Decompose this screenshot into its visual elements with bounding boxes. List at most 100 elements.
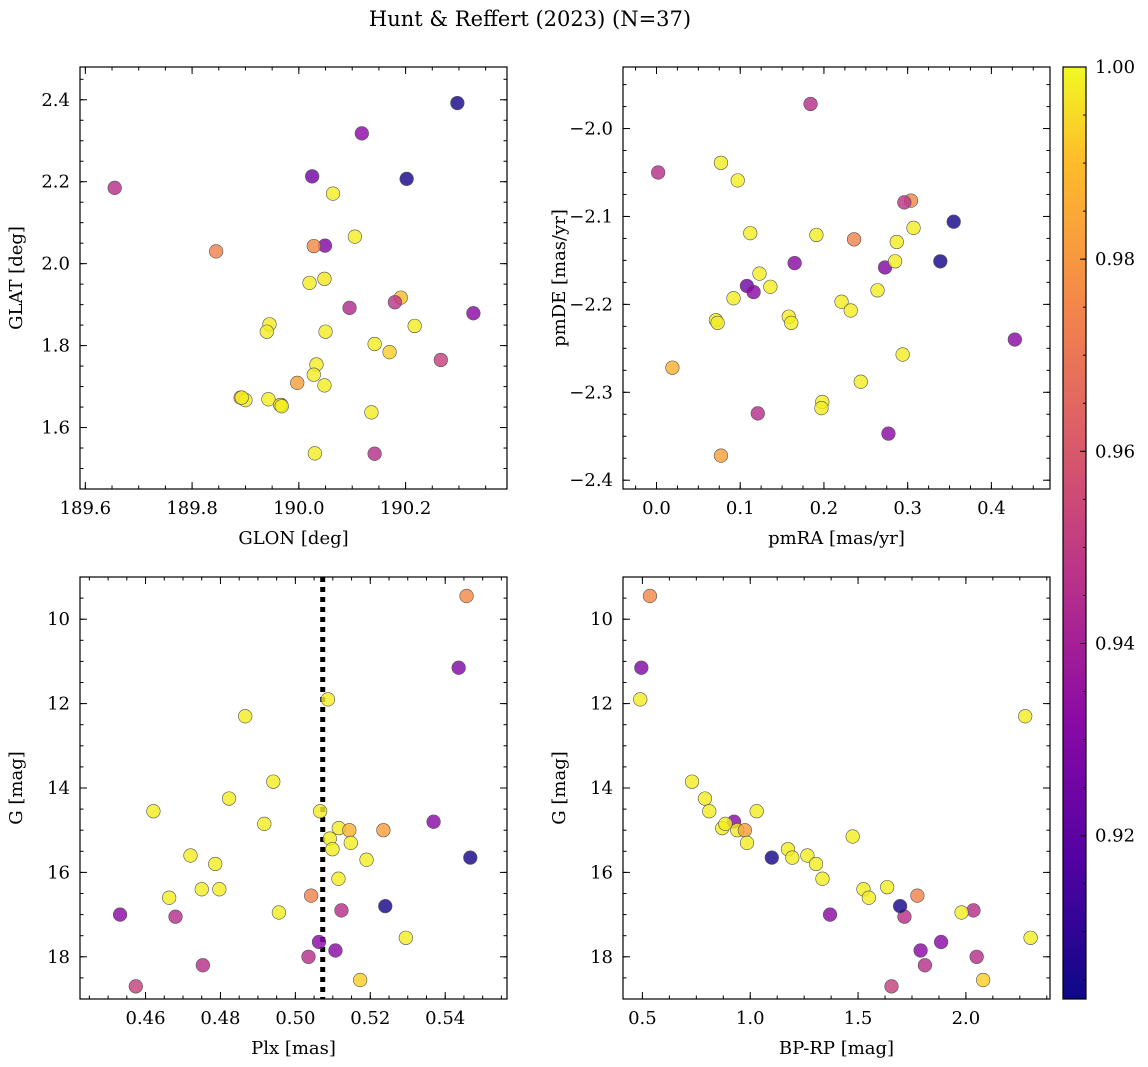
data-point — [266, 774, 281, 789]
colorbar-tick-label: 0.98 — [1095, 249, 1135, 270]
data-point — [194, 882, 209, 897]
data-point — [895, 347, 910, 362]
data-point — [893, 899, 908, 914]
data-point — [325, 842, 340, 857]
data-point — [803, 96, 818, 112]
data-point — [737, 823, 752, 838]
data-point — [910, 888, 925, 903]
colorbar-tick-label: 0.94 — [1095, 633, 1135, 654]
data-point — [342, 300, 357, 316]
x-tick-label: 190.0 — [273, 498, 325, 519]
points-plx-g — [112, 588, 478, 994]
data-point — [107, 180, 122, 195]
data-point — [809, 227, 824, 243]
data-point — [208, 856, 223, 872]
data-point — [815, 871, 830, 886]
data-point — [881, 426, 896, 441]
x-tick-label: 190.2 — [380, 498, 432, 519]
data-point — [861, 890, 876, 905]
data-point — [834, 294, 849, 309]
data-point — [684, 774, 700, 789]
data-point — [221, 791, 237, 806]
x-tick-label: 0.1 — [726, 498, 755, 519]
data-point — [764, 850, 779, 865]
data-point — [234, 390, 249, 405]
panel-glon-glat: 189.6 189.8 190.0 190.2 1.6 1.8 2.0 2.2 2.4 GLON … — [6, 66, 508, 549]
x-tick-label: 0.4 — [977, 498, 1006, 519]
data-point — [146, 804, 161, 819]
data-point — [697, 791, 713, 806]
axes-frame — [79, 66, 508, 490]
data-point — [378, 899, 393, 914]
colorbar-frame — [1062, 66, 1087, 1000]
data-point — [843, 303, 858, 318]
data-point — [976, 972, 991, 988]
y-tick-label: −2.3 — [569, 382, 613, 403]
data-point — [933, 934, 949, 950]
data-point — [913, 943, 928, 958]
x-tick-label: 0.2 — [810, 498, 839, 519]
data-point — [822, 907, 838, 922]
panels: 189.6 189.8 190.0 190.2 1.6 1.8 2.0 2.2 2.4 GLON … — [6, 66, 1051, 1059]
x-tick-label: 1.5 — [844, 1008, 873, 1029]
data-point — [710, 315, 725, 330]
data-point — [195, 958, 210, 973]
data-point — [307, 446, 322, 461]
data-point — [954, 905, 969, 920]
data-point — [382, 345, 397, 360]
data-point — [739, 835, 755, 850]
data-point — [946, 214, 961, 229]
data-point — [808, 856, 824, 872]
data-point — [785, 850, 800, 865]
y-tick-label: −2.4 — [569, 470, 613, 491]
data-point — [128, 979, 143, 994]
y-tick-label: 12 — [47, 694, 70, 715]
data-point — [407, 318, 422, 334]
data-point — [845, 829, 860, 844]
data-point — [318, 324, 333, 339]
data-point — [212, 882, 227, 897]
data-point — [713, 155, 729, 170]
points-glon-glat — [107, 95, 481, 461]
data-point — [718, 816, 733, 831]
data-point — [387, 295, 403, 310]
data-point — [665, 360, 680, 375]
y-axis-label: G [mag] — [549, 751, 570, 824]
data-point — [274, 399, 289, 414]
data-point — [342, 823, 357, 838]
data-point — [399, 171, 414, 186]
data-point — [800, 848, 815, 863]
data-point — [1018, 709, 1033, 724]
data-point — [261, 392, 276, 407]
data-point — [814, 401, 829, 416]
data-point — [183, 848, 198, 863]
data-point — [238, 709, 253, 724]
data-point — [320, 692, 336, 707]
y-tick-label: 18 — [590, 947, 613, 968]
data-point — [889, 234, 904, 250]
data-point — [880, 880, 895, 895]
data-point — [367, 446, 382, 461]
data-point — [1007, 332, 1022, 347]
x-tick-label: 0.46 — [126, 1008, 166, 1029]
y-tick-label: −2.1 — [569, 206, 613, 227]
x-tick-label: 0.48 — [200, 1008, 240, 1029]
data-point — [359, 852, 374, 867]
data-point — [906, 220, 921, 235]
y-tick-label: 16 — [47, 862, 70, 883]
data-point — [763, 279, 778, 294]
y-tick-label: 2.0 — [41, 254, 70, 275]
x-tick-label: 0.5 — [628, 1008, 657, 1029]
data-point — [426, 814, 441, 829]
data-point — [746, 284, 761, 300]
data-point — [331, 871, 346, 886]
data-point — [347, 229, 362, 244]
data-point — [306, 367, 321, 382]
data-point — [884, 979, 899, 994]
data-point — [634, 660, 649, 675]
y-tick-label: −2.2 — [569, 294, 613, 315]
panel-plx-g: 0.46 0.48 0.50 0.52 0.54 10 12 14 16 18 Plx [mas] G… — [6, 576, 508, 1059]
colorbar-gradient — [1063, 67, 1086, 999]
data-point — [334, 903, 349, 918]
